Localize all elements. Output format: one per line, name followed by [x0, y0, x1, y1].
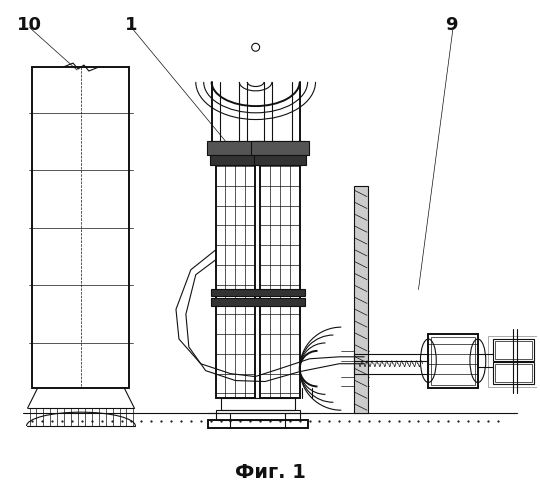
Bar [260, 294, 300, 399]
Bar [488, 336, 539, 388]
Bar [495, 364, 532, 382]
Bar [354, 186, 368, 413]
Text: 10: 10 [17, 16, 42, 34]
Bar [260, 146, 300, 294]
Text: Фиг. 1: Фиг. 1 [234, 463, 306, 482]
Bar [254, 155, 306, 165]
Bar [492, 339, 534, 361]
Bar [255, 141, 305, 149]
Text: 9: 9 [446, 16, 458, 34]
Bar [431, 337, 475, 386]
Bar [210, 155, 261, 165]
Bar [251, 141, 308, 155]
Bar [354, 354, 428, 374]
Text: 1: 1 [125, 16, 137, 34]
Bar [207, 141, 264, 155]
Bar [211, 298, 305, 306]
Bar [215, 294, 255, 399]
Bar [495, 341, 532, 359]
Bar [211, 288, 305, 296]
Bar [32, 67, 130, 388]
Bar [211, 151, 260, 159]
Bar [215, 410, 300, 420]
Bar [211, 141, 260, 149]
Bar [208, 420, 308, 428]
Bar [255, 151, 305, 159]
Bar [220, 398, 295, 410]
Bar [428, 334, 478, 388]
Bar [215, 146, 255, 294]
Bar [492, 362, 534, 384]
